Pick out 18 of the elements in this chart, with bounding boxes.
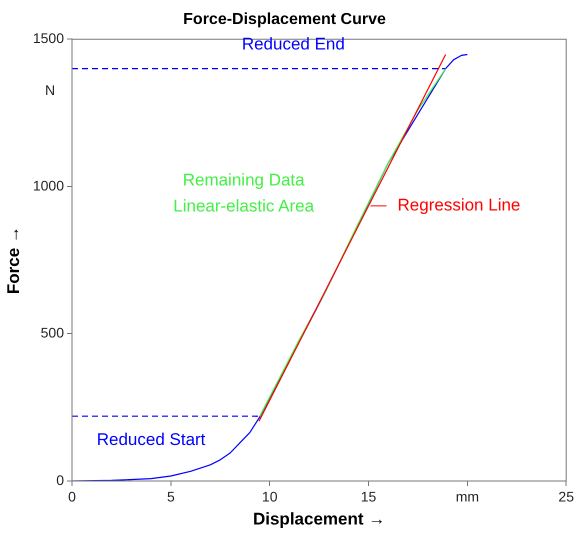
y-tick-label: 1500 xyxy=(32,30,64,46)
annotation: Reduced Start xyxy=(96,430,206,449)
x-tick-label: 15 xyxy=(360,488,377,504)
x-tick-label: 5 xyxy=(166,488,175,504)
x-tick-label: 25 xyxy=(558,488,574,504)
annotation: Regression Line xyxy=(398,196,520,215)
annotation: Remaining Data Linear-elastic Area xyxy=(173,170,315,216)
y-axis-title: Force → xyxy=(4,226,23,294)
x-axis-title: Displacement → xyxy=(252,509,386,528)
x-tick-label: 10 xyxy=(262,488,278,504)
y-tick-label: 500 xyxy=(40,324,64,341)
chart-title: Force-Displacement Curve xyxy=(183,11,386,28)
x-tick-label: mm xyxy=(456,488,480,504)
text: N xyxy=(44,82,56,98)
x-tick-label: 0 xyxy=(68,488,76,504)
y-tick-label: 0 xyxy=(56,472,64,488)
y-tick-label: 1000 xyxy=(32,177,64,194)
annotation: Reduced End xyxy=(242,34,345,54)
